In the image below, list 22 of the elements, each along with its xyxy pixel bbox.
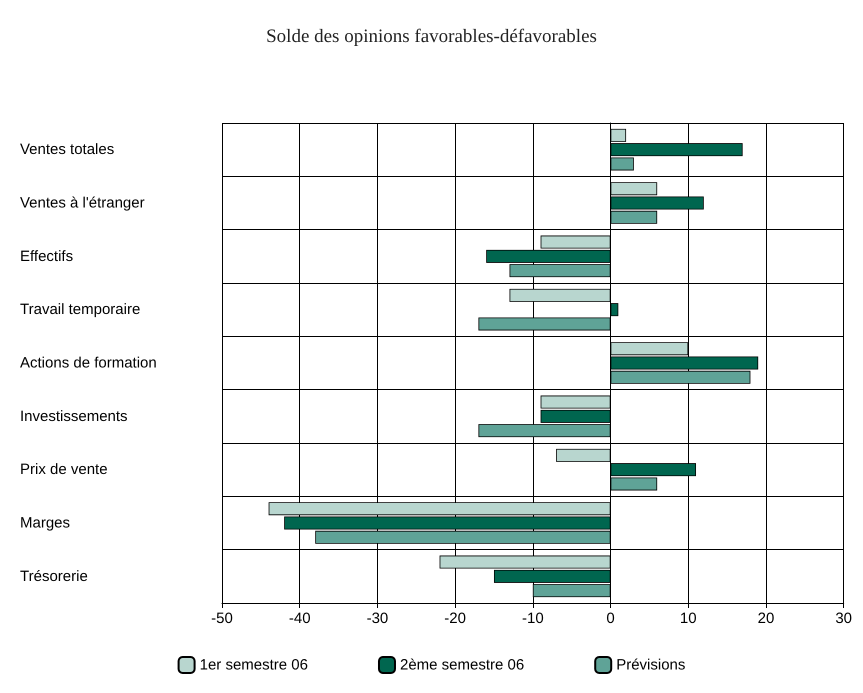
legend-label: 1er semestre 06	[200, 656, 308, 674]
x-tick-label: -50	[211, 610, 233, 627]
x-tick-label: -40	[288, 610, 311, 627]
y-tick-label: Ventes à l'étranger	[20, 194, 145, 212]
y-tick-label: Effectifs	[20, 248, 74, 265]
y-tick-label: Prix de vente	[20, 461, 108, 478]
x-tick-label: -10	[522, 610, 544, 627]
y-tick-label: Actions de formation	[20, 354, 157, 372]
y-tick-label: Travail temporaire	[20, 301, 140, 318]
legend-label: Prévisions	[616, 656, 686, 674]
legend-label: 2ème semestre 06	[400, 656, 524, 674]
x-tick-label: -30	[366, 610, 388, 627]
y-tick-label: Marges	[20, 514, 70, 532]
x-tick-label: 30	[835, 610, 852, 627]
x-tick-label: 0	[606, 610, 615, 627]
x-tick-label: -20	[444, 610, 466, 627]
y-tick-label: Trésorerie	[20, 568, 88, 585]
x-tick-label: 20	[758, 610, 774, 627]
chart-title: Solde des opinions favorables-défavorables	[266, 26, 597, 47]
x-tick-label: 10	[680, 610, 697, 627]
y-tick-label: Ventes totales	[20, 141, 114, 158]
y-tick-label: Investissements	[20, 408, 128, 425]
